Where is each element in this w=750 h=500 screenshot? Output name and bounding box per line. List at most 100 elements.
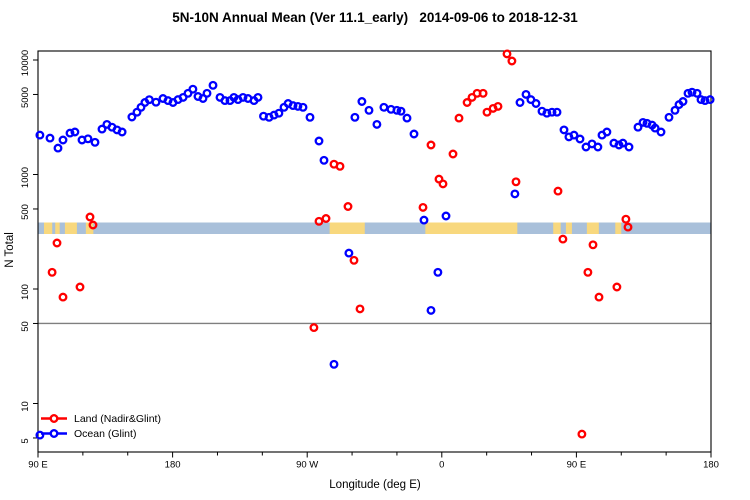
ocean-data-point (433, 267, 443, 277)
land-data-point (454, 113, 464, 123)
coastline-band-land-segment (329, 222, 365, 234)
legend-item-ocean: Ocean (Glint) (40, 426, 161, 441)
land-data-point (583, 267, 593, 277)
ocean-data-point (90, 137, 100, 147)
tick-label: 500 (20, 204, 31, 220)
ocean-data-point (547, 107, 557, 117)
ocean-data-point (396, 106, 406, 116)
ocean-data-point (618, 138, 628, 148)
land-data-point (621, 214, 631, 224)
ocean-data-point (638, 117, 648, 127)
ocean-data-point (624, 142, 634, 152)
ocean-data-point (569, 130, 579, 140)
land-data-point (335, 161, 345, 171)
ocean-data-point (238, 92, 248, 102)
ocean-data-point (409, 129, 419, 139)
ocean-data-point (35, 430, 45, 440)
ocean-data-point (705, 95, 715, 105)
ocean-data-point (531, 99, 541, 108)
ocean-data-point (664, 112, 674, 122)
coastline-band-land-segment (43, 222, 53, 234)
legend-label-land: Land (Nadir&Glint) (74, 412, 161, 425)
ocean-data-point (670, 105, 680, 115)
ocean-data-point (593, 142, 603, 152)
ocean-data-point (298, 102, 308, 112)
land-data-point (594, 292, 604, 302)
ocean-data-point (314, 136, 324, 146)
land-data-point (511, 177, 521, 187)
ocean-data-point (402, 113, 412, 123)
land-data-point (47, 267, 57, 277)
land-data-point (426, 140, 436, 150)
ocean-data-point (274, 108, 284, 118)
coastline-band-land-segment (565, 222, 572, 234)
land-data-point (355, 304, 365, 314)
tick-label: 100 (20, 284, 31, 300)
legend-land-symbol-icon (41, 413, 67, 423)
tick-label: 90 E (28, 460, 48, 471)
land-data-point (478, 88, 488, 98)
ocean-data-point (687, 87, 697, 97)
ocean-data-point (700, 96, 710, 106)
tick-label: 50 (20, 321, 31, 332)
ocean-data-point (678, 97, 688, 106)
ocean-data-point (692, 88, 702, 98)
tick-label: 10000 (20, 50, 31, 76)
tick-label: 90 W (296, 460, 318, 471)
ocean-data-point (208, 80, 218, 90)
coastline-band-land-segment (64, 222, 77, 234)
ocean-data-point (344, 248, 354, 258)
plot-frame (37, 50, 712, 453)
tick-label: 1000 (20, 167, 31, 188)
coastline-band-ocean (38, 222, 711, 234)
tick-label: 90 E (567, 460, 587, 471)
ocean-data-point (319, 155, 329, 165)
land-data-point (52, 238, 62, 248)
ocean-data-point (58, 135, 68, 145)
ocean-data-point (188, 84, 198, 94)
ocean-data-point (441, 211, 451, 221)
ocean-data-point (220, 96, 230, 106)
ocean-data-point (392, 105, 402, 115)
coastline-band-land-segment (55, 222, 60, 234)
tick-label: 5000 (20, 87, 31, 108)
land-data-point (438, 179, 448, 189)
coastline-band-land-segment (586, 222, 599, 234)
ocean-data-point (65, 128, 75, 138)
ocean-data-point (35, 130, 45, 140)
tick-label: 5 (20, 438, 31, 443)
legend: Land (Nadir&Glint) Ocean (Glint) (40, 411, 161, 441)
coastline-band-land-segment (85, 222, 94, 234)
ocean-data-point (575, 134, 585, 144)
coastline-band-land-segment (553, 222, 561, 234)
land-data-point (467, 92, 477, 102)
land-data-point (448, 149, 458, 159)
ocean-data-point (253, 92, 263, 102)
ocean-data-point (650, 123, 660, 133)
ocean-data-point (683, 88, 693, 98)
land-data-point (321, 214, 331, 223)
land-data-point (88, 220, 98, 230)
ocean-data-point (426, 305, 436, 315)
ocean-data-point (83, 134, 93, 144)
land-data-point (349, 255, 359, 265)
land-data-point (588, 240, 598, 250)
ocean-data-point (329, 359, 339, 369)
land-data-point (553, 186, 563, 196)
land-data-point (309, 323, 319, 333)
ocean-data-point (151, 97, 161, 107)
ocean-data-point (117, 127, 127, 137)
land-data-point (85, 212, 95, 222)
legend-label-ocean: Ocean (Glint) (74, 427, 137, 440)
land-data-point (314, 216, 324, 226)
ocean-data-point (202, 88, 212, 98)
legend-ocean-symbol-icon (41, 428, 67, 438)
land-data-point (612, 282, 622, 292)
tick-label: 180 (165, 460, 181, 471)
land-data-point (75, 282, 85, 292)
ocean-data-point (127, 112, 137, 122)
ocean-data-point (293, 101, 303, 111)
ocean-data-point (602, 127, 612, 137)
